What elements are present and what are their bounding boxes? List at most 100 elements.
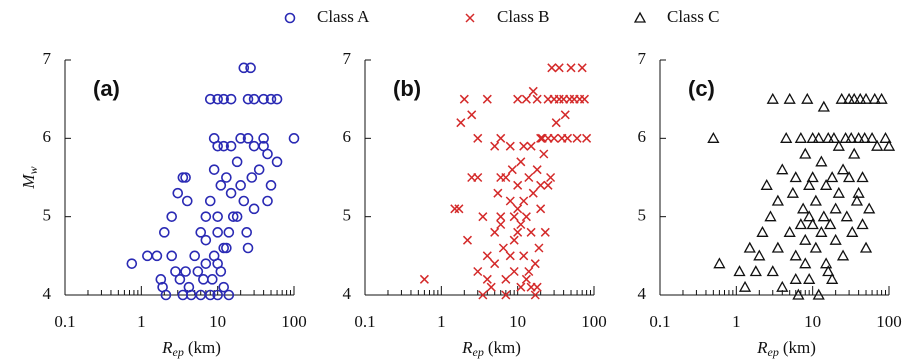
point [856, 218, 869, 230]
point [868, 92, 881, 104]
point [262, 195, 273, 207]
x-axis-label: Rep (km) [161, 338, 221, 359]
y-tick-label: 7 [343, 49, 352, 68]
x-tick-label: 0.1 [649, 312, 670, 331]
point [467, 110, 477, 120]
point [192, 266, 204, 277]
point [507, 165, 517, 175]
point [166, 250, 178, 262]
point [509, 266, 519, 277]
point [493, 188, 503, 198]
point [155, 274, 167, 285]
point [225, 93, 237, 105]
point [803, 272, 816, 284]
x-axis-label-part: ep [768, 345, 779, 359]
point [509, 212, 519, 222]
point [526, 141, 536, 151]
point [166, 211, 178, 222]
point [539, 149, 549, 159]
point [235, 133, 246, 144]
point [478, 212, 488, 222]
point [456, 118, 466, 128]
point [579, 94, 589, 104]
point [501, 172, 511, 183]
point [238, 62, 250, 74]
panel-label: (c) [688, 76, 715, 101]
point [554, 94, 564, 104]
point [835, 92, 848, 104]
point [473, 266, 483, 277]
point [797, 202, 810, 214]
x-axis-label-part: R [161, 338, 173, 357]
point [486, 282, 496, 292]
point [794, 218, 807, 230]
point [473, 133, 483, 143]
y-tick-label: 4 [43, 284, 52, 303]
point [200, 211, 212, 222]
y-tick-label: 6 [43, 127, 52, 146]
y-tick-label: 6 [638, 127, 647, 146]
point [530, 290, 540, 300]
point [771, 194, 784, 206]
point [826, 272, 839, 284]
point [815, 155, 828, 167]
point [198, 274, 209, 285]
point [482, 94, 492, 104]
point [524, 266, 534, 277]
point [223, 227, 235, 238]
point [846, 225, 859, 237]
point [496, 212, 506, 222]
point [516, 157, 526, 167]
point [126, 258, 138, 269]
legend-label: Class B [497, 7, 549, 26]
point [241, 227, 252, 238]
point [812, 288, 825, 300]
x-tick-label: 0.1 [354, 312, 375, 331]
point [820, 257, 833, 269]
point [206, 274, 218, 285]
point [801, 92, 814, 104]
point [859, 241, 873, 253]
x-tick-label: 100 [281, 312, 307, 331]
x-axis-label: Rep (km) [461, 338, 521, 359]
point [496, 133, 506, 143]
point [159, 227, 170, 238]
point [258, 140, 269, 152]
point [743, 241, 756, 253]
point [462, 235, 473, 245]
point [532, 282, 542, 292]
point [505, 251, 515, 261]
point [854, 92, 867, 104]
point [142, 250, 153, 262]
point [265, 93, 277, 105]
point [806, 131, 819, 143]
y-axis-label: Mw [19, 166, 40, 189]
point [246, 172, 258, 183]
point [172, 187, 184, 199]
point [547, 63, 557, 73]
point [288, 133, 300, 144]
point [218, 93, 230, 105]
legend-marker [633, 11, 647, 23]
point [473, 172, 483, 183]
point [212, 93, 223, 105]
x-tick-label: 1 [437, 312, 446, 331]
point [753, 249, 766, 261]
panel-label: (b) [393, 76, 421, 101]
point [829, 202, 842, 214]
point [271, 156, 283, 168]
point [792, 288, 805, 300]
x-tick-label: 100 [581, 312, 607, 331]
point [540, 227, 550, 237]
point [526, 227, 536, 237]
x-tick-label: 10 [209, 312, 226, 331]
point [780, 131, 793, 143]
point [871, 139, 884, 151]
point [789, 272, 802, 284]
point [882, 139, 896, 151]
point [764, 210, 777, 222]
point [543, 180, 553, 190]
point [521, 94, 531, 104]
point [519, 251, 529, 261]
point [454, 204, 464, 214]
